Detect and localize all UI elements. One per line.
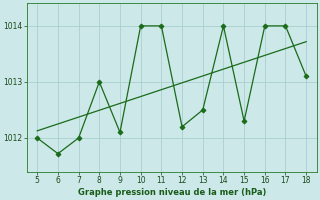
X-axis label: Graphe pression niveau de la mer (hPa): Graphe pression niveau de la mer (hPa) [77, 188, 266, 197]
